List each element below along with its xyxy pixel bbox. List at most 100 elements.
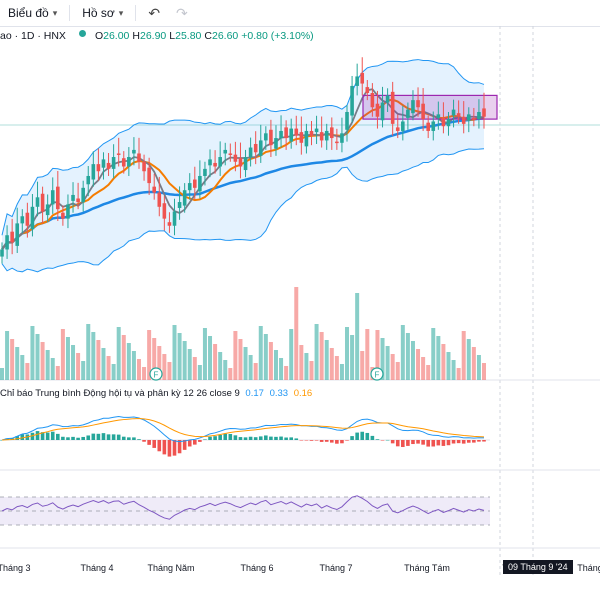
candle-body <box>461 116 466 124</box>
candle-body <box>132 149 136 154</box>
macd-histogram-bar <box>314 440 319 441</box>
volume-bar <box>365 329 370 380</box>
candle-body <box>299 132 304 143</box>
chart-menu[interactable]: Biểu đồ ▾ <box>0 0 65 26</box>
macd-histogram-bar <box>466 440 471 443</box>
candle-body <box>137 153 141 162</box>
macd-histogram-bar <box>20 434 25 440</box>
open-label: O <box>94 30 104 42</box>
undo-icon[interactable]: ↶ <box>148 4 161 21</box>
candle-body <box>289 128 293 142</box>
volume-bar <box>334 356 339 380</box>
macd-histogram-bar <box>238 437 243 440</box>
candle-body <box>106 162 111 169</box>
candle-body <box>177 202 182 208</box>
candle-body <box>416 100 420 108</box>
chart-menu-label: Biểu đồ <box>8 6 49 20</box>
x-axis-tick-label: Tháng Năm <box>147 563 194 573</box>
macd-histogram-bar <box>182 440 187 450</box>
macd-histogram-bar <box>279 436 283 440</box>
macd-histogram-bar <box>309 440 314 441</box>
toolbar: Biểu đồ ▾ Hồ sơ ▾ ↶ ↷ <box>0 0 600 27</box>
candle-body <box>446 119 451 127</box>
volume-bar <box>416 349 421 380</box>
macd-histogram-bar <box>258 436 263 440</box>
volume-bar <box>202 328 207 380</box>
volume-bar <box>426 365 431 380</box>
symbol-label[interactable]: ao · 1D · HNX <box>0 30 66 42</box>
candle-body <box>380 102 385 121</box>
macd-histogram-bar <box>15 436 20 440</box>
macd-histogram-bar <box>395 440 400 447</box>
candle-body <box>375 103 380 117</box>
volume-bar <box>279 358 284 380</box>
candle-body <box>142 161 146 172</box>
redo-icon[interactable]: ↷ <box>176 4 188 21</box>
chevron-down-icon: ▾ <box>118 7 124 18</box>
volume-bar <box>182 341 187 380</box>
volume-bar <box>319 332 324 380</box>
candle-body <box>279 130 283 139</box>
volume-bar <box>355 293 360 380</box>
macd-histogram-bar <box>461 440 466 444</box>
candle-body <box>96 164 101 172</box>
volume-bar <box>76 353 81 380</box>
volume-bar <box>15 347 20 380</box>
macd-histogram-bar <box>50 431 55 440</box>
candle-body <box>10 231 14 243</box>
volume-bar <box>116 327 121 380</box>
x-axis-tick-label: Tháng 6 <box>240 563 273 573</box>
macd-histogram-bar <box>76 437 80 440</box>
volume-bar <box>55 366 60 380</box>
macd-histogram-bar <box>451 440 456 444</box>
candle-body <box>319 132 324 141</box>
volume-bar <box>157 346 162 380</box>
volume-bar <box>35 334 40 380</box>
volume-bar <box>431 328 436 380</box>
candle-body <box>101 159 106 168</box>
macd-histogram-bar <box>71 436 75 440</box>
volume-bar <box>91 332 96 380</box>
macd-histogram-bar <box>406 440 410 446</box>
candle-body <box>45 204 50 216</box>
candle-body <box>91 164 96 180</box>
candle-body <box>233 154 238 162</box>
x-axis-tick-label: Tháng <box>577 563 600 573</box>
profile-menu[interactable]: Hồ sơ ▾ <box>74 0 131 26</box>
volume-bar <box>142 367 147 380</box>
candle-body <box>274 138 278 149</box>
macd-histogram-bar <box>431 440 436 447</box>
candle-body <box>152 186 157 193</box>
candle-body <box>238 158 243 167</box>
volume-bar <box>390 354 395 380</box>
macd-histogram-bar <box>45 432 50 440</box>
candle-body <box>172 211 177 226</box>
candle-body <box>426 122 430 131</box>
macd-histogram-bar <box>375 439 380 440</box>
macd-histogram-bar <box>35 431 40 440</box>
candle-body <box>314 128 319 133</box>
volume-bar <box>446 352 451 380</box>
volume-bar <box>5 331 10 380</box>
macd-histogram-bar <box>91 433 96 440</box>
candle-body <box>355 76 359 86</box>
volume-bar <box>476 355 481 380</box>
volume-bar <box>40 342 45 380</box>
volume-bar <box>197 365 202 380</box>
macd-histogram-bar <box>294 438 299 440</box>
volume-bar <box>213 344 218 380</box>
candle-body <box>243 157 248 171</box>
candle-body <box>35 197 40 207</box>
candle-body <box>284 127 288 139</box>
volume-bar <box>400 325 405 380</box>
volume-bar <box>456 368 461 380</box>
macd-histogram-bar <box>477 440 481 442</box>
volume-bar <box>258 326 263 380</box>
dividend-marker-icon <box>370 367 384 381</box>
volume-bar <box>96 340 101 380</box>
candle-body <box>385 95 390 103</box>
macd-histogram-bar <box>243 437 248 440</box>
macd-histogram-bar <box>203 439 207 440</box>
volume-bar <box>324 340 329 380</box>
